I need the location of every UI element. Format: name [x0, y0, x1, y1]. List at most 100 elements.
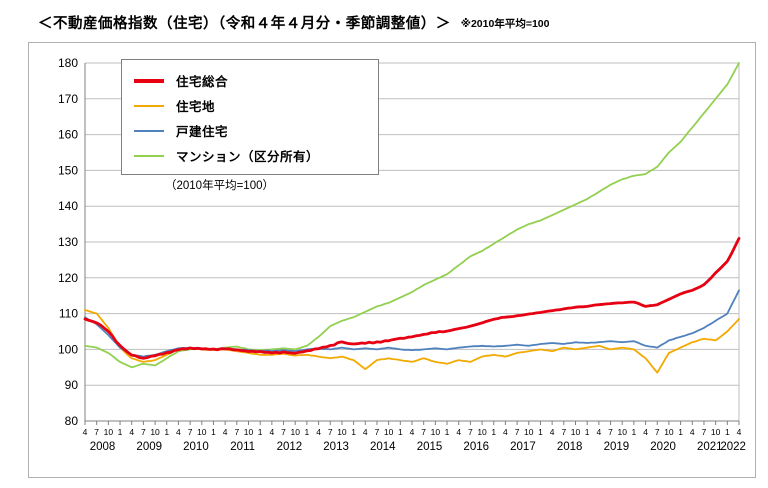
x-axis-month-label: 1	[491, 427, 496, 437]
y-axis-label: 160	[58, 128, 78, 142]
x-axis-month-label: 4	[550, 427, 555, 437]
x-axis-year-label: 2019	[604, 441, 630, 453]
x-axis-month-label: 4	[269, 427, 274, 437]
x-axis-month-label: 7	[188, 427, 193, 437]
x-axis-month-label: 7	[281, 427, 286, 437]
legend-label: 戸建住宅	[176, 125, 229, 139]
x-axis-month-label: 1	[678, 427, 683, 437]
x-axis-month-label: 1	[164, 427, 169, 437]
legend-item: 住宅地	[134, 93, 366, 118]
x-axis-month-label: 4	[129, 427, 134, 437]
x-axis-month-label: 7	[94, 427, 99, 437]
y-axis-label: 150	[58, 163, 78, 177]
x-axis-month-label: 10	[571, 427, 581, 437]
series-line-2	[84, 309, 740, 374]
x-axis-month-label: 7	[655, 427, 660, 437]
legend-label: 住宅地	[176, 100, 216, 114]
x-axis-month-label: 10	[477, 427, 487, 437]
x-axis-month-label: 4	[316, 427, 321, 437]
x-axis-year-label: 2015	[417, 441, 443, 453]
x-axis-month-label: 10	[197, 427, 207, 437]
x-axis-month-label: 1	[398, 427, 403, 437]
x-axis-month-label: 7	[328, 427, 333, 437]
x-axis-month-label: 7	[234, 427, 239, 437]
baseline-note: ※2010年平均=100	[460, 18, 550, 30]
x-axis-month-label: 10	[337, 427, 347, 437]
x-axis-month-label: 10	[617, 427, 627, 437]
x-axis-year-label: 2012	[277, 441, 303, 453]
y-axis-label: 180	[58, 56, 78, 70]
x-axis-year-label: 2020	[650, 441, 676, 453]
y-axis-label: 100	[58, 342, 78, 356]
x-axis-year-label: 2021	[697, 441, 723, 453]
x-axis-month-label: 10	[384, 427, 394, 437]
x-axis-month-label: 4	[503, 427, 508, 437]
chart-container: 80 90 100 110 120 130 140 150 160 170 180 4 7 10 1 4 7 10…	[28, 42, 756, 478]
x-axis-month-label: 4	[410, 427, 415, 437]
x-axis-month-label: 1	[585, 427, 590, 437]
y-axis-label: 140	[58, 199, 78, 213]
x-axis-month-label: 10	[431, 427, 441, 437]
x-axis-month-label: 4	[456, 427, 461, 437]
y-axis-label: 130	[58, 235, 78, 249]
legend-swatch-icon	[134, 104, 164, 107]
x-axis-month-label: 7	[515, 427, 520, 437]
y-axis-label: 170	[58, 92, 78, 106]
x-axis-month-label: 7	[141, 427, 146, 437]
x-axis-month-label: 10	[150, 427, 160, 437]
x-axis-month-label: 1	[258, 427, 263, 437]
x-axis-year-label: 2013	[323, 441, 349, 453]
x-axis-month-label: 1	[632, 427, 637, 437]
y-axis-label: 110	[59, 307, 78, 321]
legend-swatch-icon	[134, 78, 164, 83]
y-axis-label: 90	[65, 378, 79, 392]
x-axis-year-label: 2017	[510, 441, 536, 453]
x-axis-month-label: 1	[211, 427, 216, 437]
x-axis-month-label: 1	[445, 427, 450, 437]
x-axis-month-label: 7	[375, 427, 380, 437]
x-axis-month-label: 4	[223, 427, 228, 437]
legend-swatch-icon	[134, 154, 164, 157]
legend-item: 住宅総合	[134, 68, 366, 93]
legend-item: マンション（区分所有）	[134, 143, 366, 168]
x-axis-month-label: 7	[421, 427, 426, 437]
chart-legend: 住宅総合住宅地戸建住宅マンション（区分所有）	[121, 59, 379, 175]
x-axis-month-label: 10	[711, 427, 721, 437]
x-axis-month-label: 10	[244, 427, 254, 437]
x-axis-month-label: 7	[468, 427, 473, 437]
x-axis-year-label: 2011	[230, 441, 255, 453]
x-axis-month-label: 1	[118, 427, 123, 437]
x-axis-month-label: 10	[290, 427, 300, 437]
x-axis-month-label: 4	[643, 427, 648, 437]
legend-note: （2010年平均=100）	[165, 180, 274, 192]
x-axis-month-label: 4	[596, 427, 601, 437]
x-axis-month-label: 1	[305, 427, 310, 437]
x-axis-year-label: 2014	[370, 441, 396, 453]
x-axis-month-label: 10	[664, 427, 674, 437]
x-axis-month-label: 4	[83, 427, 88, 437]
y-axis-label: 80	[65, 414, 79, 428]
x-axis-month-label: 4	[176, 427, 181, 437]
x-axis-month-label: 4	[363, 427, 368, 437]
x-axis-month-label: 7	[608, 427, 613, 437]
x-axis-month-label: 7	[702, 427, 707, 437]
series-line-3	[84, 289, 740, 358]
x-axis-year-label: 2010	[183, 441, 209, 453]
legend-label: 住宅総合	[176, 75, 229, 89]
x-axis-month-label: 10	[524, 427, 534, 437]
x-axis-month-label: 1	[725, 427, 730, 437]
x-axis-year-label: 2008	[90, 441, 116, 453]
x-axis-month-label: 1	[351, 427, 356, 437]
series-line-1	[83, 236, 741, 360]
x-axis-month-label: 4	[690, 427, 695, 437]
y-axis-label: 120	[58, 271, 78, 285]
legend-swatch-icon	[134, 129, 164, 132]
x-axis-year-label: 2022	[720, 441, 746, 453]
x-axis-year-label: 2009	[136, 441, 162, 453]
title-row: ＜不動産価格指数（住宅）（令和４年４月分・季節調整値）＞ ※2010年平均=100	[38, 12, 549, 33]
x-axis-month-label: 10	[104, 427, 114, 437]
x-axis-year-label: 2018	[557, 441, 583, 453]
legend-label: マンション（区分所有）	[176, 150, 320, 164]
